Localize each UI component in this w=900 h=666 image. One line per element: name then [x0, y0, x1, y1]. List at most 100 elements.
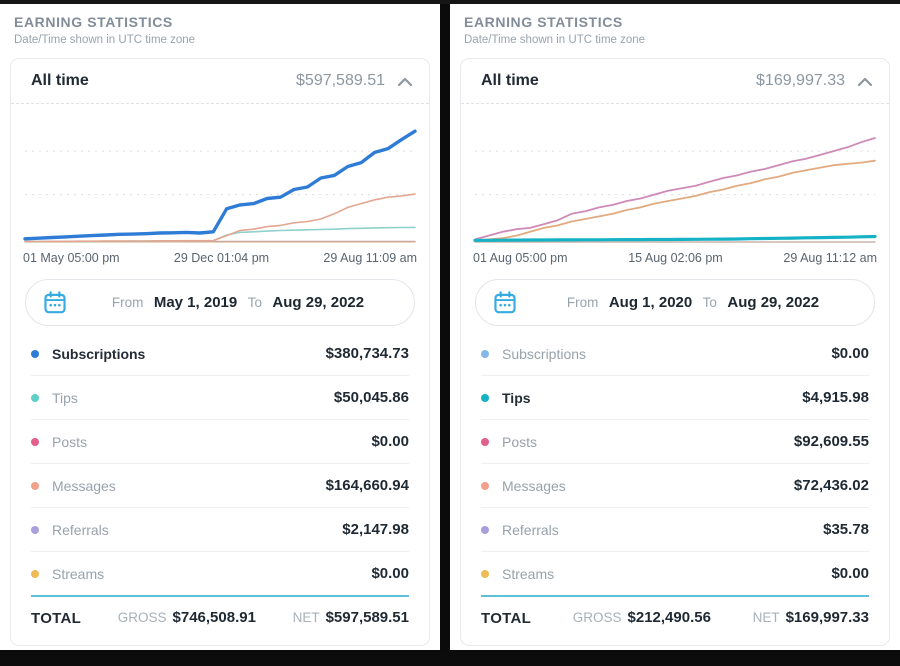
subscriptions-dot: [481, 349, 489, 358]
page-title: EARNING STATISTICS: [464, 14, 623, 30]
category-amount: $0.00: [831, 345, 869, 362]
gross-group: GROSS $212,490.56: [573, 609, 711, 627]
referrals-dot: [481, 525, 489, 534]
category-label: Streams: [52, 565, 105, 582]
gross-label: GROSS: [117, 610, 167, 625]
x-tick-mid: 29 Dec 01:04 pm: [173, 251, 270, 265]
date-range-picker[interactable]: From May 1, 2019 To Aug 29, 2022: [25, 279, 415, 326]
panel-header: EARNING STATISTICS Date/Time shown in UT…: [0, 4, 440, 46]
period-selector[interactable]: All time $169,997.33: [461, 59, 889, 104]
posts-dot: [31, 437, 39, 446]
category-row-tips[interactable]: Tips $50,045.86: [31, 376, 409, 420]
from-label: From: [566, 294, 599, 310]
x-axis-labels: 01 May 05:00 pm 29 Dec 01:04 pm 29 Aug 1…: [11, 248, 429, 265]
category-amount: $0.00: [371, 433, 409, 450]
timezone-note: Date/Time shown in UTC time zone: [14, 34, 196, 46]
x-tick-end: 29 Aug 11:12 am: [783, 251, 877, 265]
x-tick-mid: 15 Aug 02:06 pm: [628, 251, 723, 265]
x-tick-start: 01 Aug 05:00 pm: [473, 251, 568, 265]
category-row-referrals[interactable]: Referrals $2,147.98: [31, 508, 409, 552]
streams-dot: [481, 569, 489, 578]
category-amount: $50,045.86: [333, 389, 409, 406]
panel-header: EARNING STATISTICS Date/Time shown in UT…: [450, 4, 900, 46]
tips-dot: [481, 393, 489, 402]
category-amount: $35.78: [823, 521, 869, 538]
referrals-dot: [31, 525, 39, 534]
calendar-icon: [44, 290, 66, 313]
messages-dot: [31, 481, 39, 490]
gross-label: GROSS: [572, 610, 622, 625]
to-label: To: [702, 294, 717, 310]
total-row: TOTAL GROSS $212,490.56 NET $169,997.33: [481, 597, 869, 639]
period-label: All time: [481, 72, 539, 89]
period-amount: $597,589.51: [296, 72, 385, 89]
net-label: NET: [292, 610, 320, 625]
timezone-note: Date/Time shown in UTC time zone: [464, 34, 646, 46]
earnings-panel-left: EARNING STATISTICS Date/Time shown in UT…: [0, 4, 440, 650]
x-tick-start: 01 May 05:00 pm: [23, 251, 120, 265]
from-date: May 1, 2019: [153, 293, 238, 311]
panel-divider: [440, 0, 450, 666]
total-separator: [481, 595, 869, 597]
period-selector[interactable]: All time $597,589.51: [11, 59, 429, 104]
from-date: Aug 1, 2020: [608, 293, 693, 311]
date-range-text: From Aug 1, 2020 To Aug 29, 2022: [522, 294, 858, 312]
x-tick-end: 29 Aug 11:09 am: [323, 251, 417, 265]
gross-amount: $212,490.56: [627, 609, 711, 626]
category-label: Referrals: [52, 521, 109, 538]
earnings-chart: [23, 106, 417, 248]
total-label: TOTAL: [31, 609, 82, 627]
category-amount: $4,915.98: [802, 389, 869, 406]
page-title: EARNING STATISTICS: [14, 14, 173, 30]
net-label: NET: [752, 610, 780, 625]
category-row-streams[interactable]: Streams $0.00: [481, 552, 869, 595]
period-amount: $169,997.33: [756, 72, 845, 89]
category-label: Tips: [502, 389, 531, 406]
chevron-up-icon[interactable]: [397, 77, 413, 87]
category-amount: $164,660.94: [325, 477, 409, 494]
category-list: Subscriptions $380,734.73 Tips $50,045.8…: [31, 332, 409, 595]
category-row-tips[interactable]: Tips $4,915.98: [481, 376, 869, 420]
top-screen-edge: [0, 0, 900, 4]
net-amount: $597,589.51: [325, 609, 409, 626]
category-row-posts[interactable]: Posts $92,609.55: [481, 420, 869, 464]
earnings-card: All time $597,589.51 01 May 05:00 pm 29 …: [10, 58, 430, 646]
streams-dot: [31, 569, 39, 578]
category-label: Streams: [502, 565, 555, 582]
category-row-posts[interactable]: Posts $0.00: [31, 420, 409, 464]
earnings-card: All time $169,997.33 01 Aug 05:00 pm 15 …: [460, 58, 890, 646]
category-label: Subscriptions: [502, 345, 587, 362]
x-axis-labels: 01 Aug 05:00 pm 15 Aug 02:06 pm 29 Aug 1…: [461, 248, 889, 265]
to-date: Aug 29, 2022: [272, 293, 365, 311]
tips-dot: [31, 393, 39, 402]
category-row-messages[interactable]: Messages $164,660.94: [31, 464, 409, 508]
category-amount: $380,734.73: [325, 345, 409, 362]
total-row: TOTAL GROSS $746,508.91 NET $597,589.51: [31, 597, 409, 639]
chevron-up-icon[interactable]: [857, 77, 873, 87]
to-label: To: [247, 294, 262, 310]
category-row-streams[interactable]: Streams $0.00: [31, 552, 409, 595]
net-group: NET $597,589.51: [293, 609, 409, 627]
category-amount: $92,609.55: [793, 433, 869, 450]
category-label: Referrals: [502, 521, 559, 538]
category-row-subscriptions[interactable]: Subscriptions $380,734.73: [31, 332, 409, 376]
category-amount: $2,147.98: [342, 521, 409, 538]
net-amount: $169,997.33: [785, 609, 869, 626]
from-label: From: [111, 294, 144, 310]
date-range-picker[interactable]: From Aug 1, 2020 To Aug 29, 2022: [475, 279, 875, 326]
category-row-subscriptions[interactable]: Subscriptions $0.00: [481, 332, 869, 376]
category-amount: $0.00: [371, 565, 409, 582]
bottom-screen-edge: [0, 650, 900, 666]
category-label: Posts: [52, 433, 88, 450]
net-group: NET $169,997.33: [753, 609, 869, 627]
category-amount: $0.00: [831, 565, 869, 582]
earnings-panel-right: EARNING STATISTICS Date/Time shown in UT…: [450, 4, 900, 650]
category-label: Posts: [502, 433, 538, 450]
posts-dot: [481, 437, 489, 446]
category-row-messages[interactable]: Messages $72,436.02: [481, 464, 869, 508]
category-row-referrals[interactable]: Referrals $35.78: [481, 508, 869, 552]
total-label: TOTAL: [481, 609, 532, 627]
gross-amount: $746,508.91: [172, 609, 256, 626]
category-label: Messages: [502, 477, 566, 494]
date-range-text: From May 1, 2019 To Aug 29, 2022: [72, 294, 398, 312]
